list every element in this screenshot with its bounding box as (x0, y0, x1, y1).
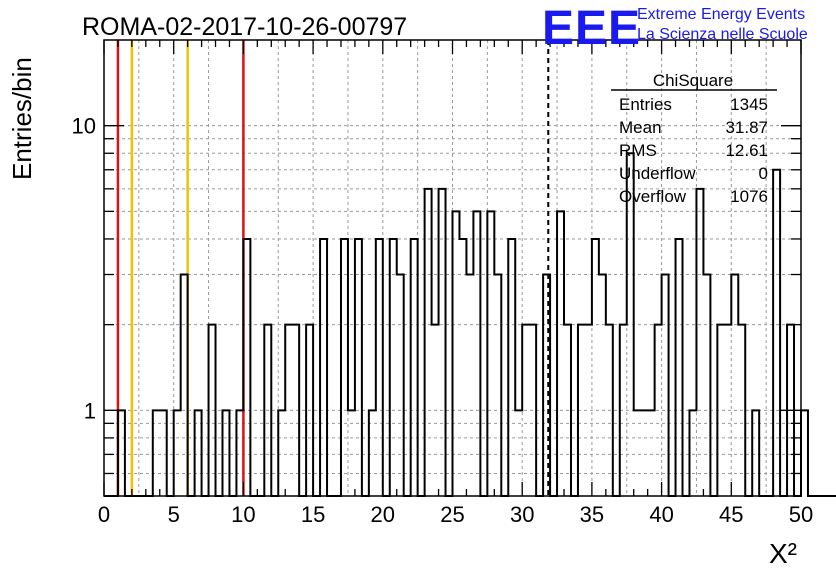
stats-overflow-label: Overflow (619, 187, 687, 206)
stats-entries-label: Entries (619, 95, 672, 114)
logo-line-2: La Scienza nelle Scuole (637, 26, 808, 43)
x-tick-label: 20 (371, 502, 395, 527)
x-tick-label: 50 (789, 502, 813, 527)
x-tick-label: 5 (168, 502, 180, 527)
x-tick-label: 25 (440, 502, 464, 527)
axis-ticks: 0 5 10 15 20 25 30 35 40 45 50 1 10 (72, 40, 813, 527)
y-tick-label: 1 (84, 398, 96, 423)
x-tick-label: 30 (510, 502, 534, 527)
stats-underflow-label: Underflow (619, 164, 696, 183)
y-tick-label: 10 (72, 114, 96, 139)
run-title: ROMA-02-2017-10-26-00797 (82, 13, 407, 41)
y-axis-label: Entries/bin (7, 57, 37, 180)
stats-mean-label: Mean (619, 118, 662, 137)
x-tick-label: 0 (98, 502, 110, 527)
stats-rms-label: RMS (619, 141, 657, 160)
stats-rms-value: 12.61 (725, 141, 768, 160)
stats-mean-value: 31.87 (725, 118, 768, 137)
x-axis-label: X² (769, 538, 797, 569)
stats-overflow-value: 1076 (730, 187, 768, 206)
x-tick-label: 35 (580, 502, 604, 527)
stats-entries-value: 1345 (730, 95, 768, 114)
stats-underflow-value: 0 (759, 164, 768, 183)
threshold-lines (116, 40, 245, 496)
x-tick-label: 10 (231, 502, 255, 527)
x-tick-label: 15 (301, 502, 325, 527)
stats-box: ChiSquare Entries 1345 Mean 31.87 RMS 12… (611, 71, 777, 206)
x-tick-label: 45 (719, 502, 743, 527)
logo-line-1: Extreme Energy Events (637, 6, 805, 23)
stats-title: ChiSquare (653, 71, 733, 90)
x-tick-label: 40 (649, 502, 673, 527)
eee-logo: EEE (542, 2, 641, 55)
